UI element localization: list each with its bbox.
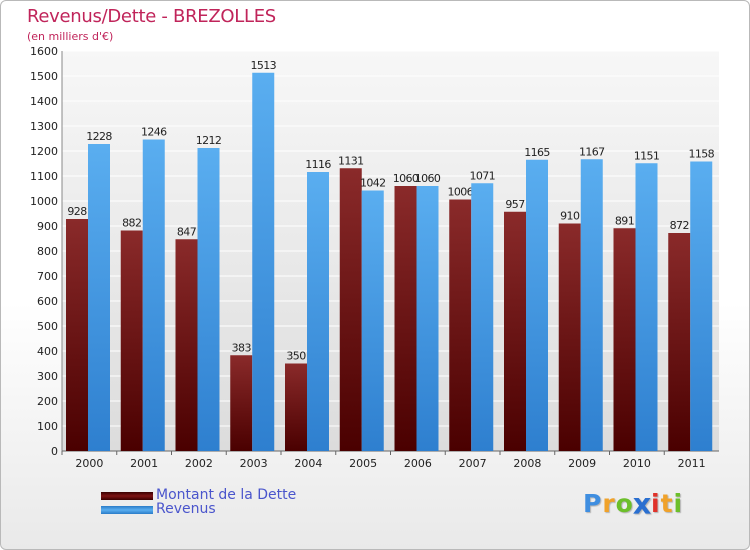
x-tick-label: 2009 xyxy=(568,457,596,470)
y-tick-label: 1400 xyxy=(30,95,58,108)
legend-swatch-dette xyxy=(101,492,153,500)
x-tick-label: 2011 xyxy=(678,457,706,470)
x-tick-label: 2004 xyxy=(294,457,322,470)
y-tick-label: 800 xyxy=(37,245,58,258)
bar-dette xyxy=(66,219,88,451)
bar-revenus xyxy=(416,186,439,451)
logo-letter: x xyxy=(632,486,653,521)
data-label-revenus: 1212 xyxy=(196,134,222,147)
bar-revenus xyxy=(197,148,220,451)
proxiti-logo: Proxiti xyxy=(583,486,684,521)
chart-subtitle: (en milliers d'€) xyxy=(27,30,114,43)
bar-revenus xyxy=(361,190,384,451)
logo-letter: t xyxy=(660,489,674,518)
y-tick-label: 900 xyxy=(37,220,58,233)
data-label-dette: 872 xyxy=(670,219,689,232)
data-label-revenus: 1116 xyxy=(305,158,331,171)
data-label-dette: 1060 xyxy=(393,172,419,185)
y-tick-label: 1200 xyxy=(30,145,58,158)
bar-dette xyxy=(504,211,526,451)
bar-dette xyxy=(175,239,198,451)
data-label-revenus: 1158 xyxy=(688,148,714,161)
y-tick-label: 200 xyxy=(37,395,58,408)
x-tick-label: 2003 xyxy=(240,457,268,470)
y-tick-label: 100 xyxy=(37,420,58,433)
data-label-dette: 1131 xyxy=(338,154,364,167)
bar-revenus xyxy=(307,172,329,451)
bar-dette xyxy=(339,168,362,451)
y-tick-label: 300 xyxy=(37,370,58,383)
y-tick-label: 1100 xyxy=(30,170,58,183)
data-label-dette: 882 xyxy=(122,217,141,230)
bar-revenus xyxy=(580,159,603,451)
bar-revenus xyxy=(471,183,494,451)
data-label-dette: 910 xyxy=(560,210,580,223)
y-tick-label: 1600 xyxy=(30,45,58,58)
bar-dette xyxy=(394,186,417,451)
x-tick-label: 2007 xyxy=(459,457,487,470)
data-label-revenus: 1042 xyxy=(360,177,386,190)
data-label-revenus: 1513 xyxy=(250,59,276,72)
x-tick-label: 2000 xyxy=(75,457,103,470)
data-label-revenus: 1167 xyxy=(579,145,605,158)
logo-letter: i xyxy=(651,489,661,518)
data-label-dette: 350 xyxy=(286,350,306,363)
chart-title: Revenus/Dette - BREZOLLES xyxy=(27,6,276,27)
x-tick-label: 2006 xyxy=(404,457,432,470)
data-label-dette: 383 xyxy=(232,341,252,354)
data-label-dette: 957 xyxy=(505,198,525,211)
bar-revenus xyxy=(252,72,275,451)
logo-letter: i xyxy=(673,489,684,518)
data-label-revenus: 1228 xyxy=(86,130,112,143)
y-tick-label: 700 xyxy=(37,270,58,283)
bar-dette xyxy=(449,199,472,451)
data-label-dette: 928 xyxy=(67,205,87,218)
logo-letter: P xyxy=(583,489,603,518)
bar-dette xyxy=(558,223,581,451)
bar-revenus xyxy=(635,163,658,451)
y-tick-label: 1500 xyxy=(30,70,58,83)
legend-label-revenus: Revenus xyxy=(156,501,216,517)
legend-swatch-revenus xyxy=(101,506,153,514)
bar-dette xyxy=(668,233,691,451)
bar-revenus xyxy=(88,144,110,451)
x-tick-label: 2008 xyxy=(513,457,541,470)
logo-letter: r xyxy=(602,489,616,518)
y-tick-label: 400 xyxy=(37,345,58,358)
bar-dette xyxy=(230,355,253,451)
data-label-dette: 1006 xyxy=(447,186,473,199)
x-tick-label: 2001 xyxy=(130,457,158,470)
data-label-dette: 891 xyxy=(615,214,634,227)
data-label-revenus: 1060 xyxy=(415,172,441,185)
bar-dette xyxy=(120,230,143,451)
x-tick-label: 2002 xyxy=(185,457,213,470)
legend-label-dette: Montant de la Dette xyxy=(156,487,297,503)
y-tick-label: 0 xyxy=(51,445,58,458)
bar-dette xyxy=(285,363,307,451)
y-tick-label: 1300 xyxy=(30,120,58,133)
y-tick-label: 1000 xyxy=(30,195,58,208)
y-tick-label: 600 xyxy=(37,295,58,308)
data-label-dette: 847 xyxy=(177,225,197,238)
x-tick-label: 2010 xyxy=(623,457,651,470)
bar-revenus xyxy=(142,139,165,451)
y-tick-label: 500 xyxy=(37,320,58,333)
bar-revenus xyxy=(526,159,548,451)
data-label-revenus: 1151 xyxy=(634,149,660,162)
bar-dette xyxy=(613,228,636,451)
bar-revenus xyxy=(690,161,713,451)
x-tick-label: 2005 xyxy=(349,457,377,470)
logo-letter: o xyxy=(615,489,634,518)
data-label-revenus: 1165 xyxy=(524,146,550,159)
data-label-revenus: 1246 xyxy=(141,126,167,139)
data-label-revenus: 1071 xyxy=(469,169,495,182)
